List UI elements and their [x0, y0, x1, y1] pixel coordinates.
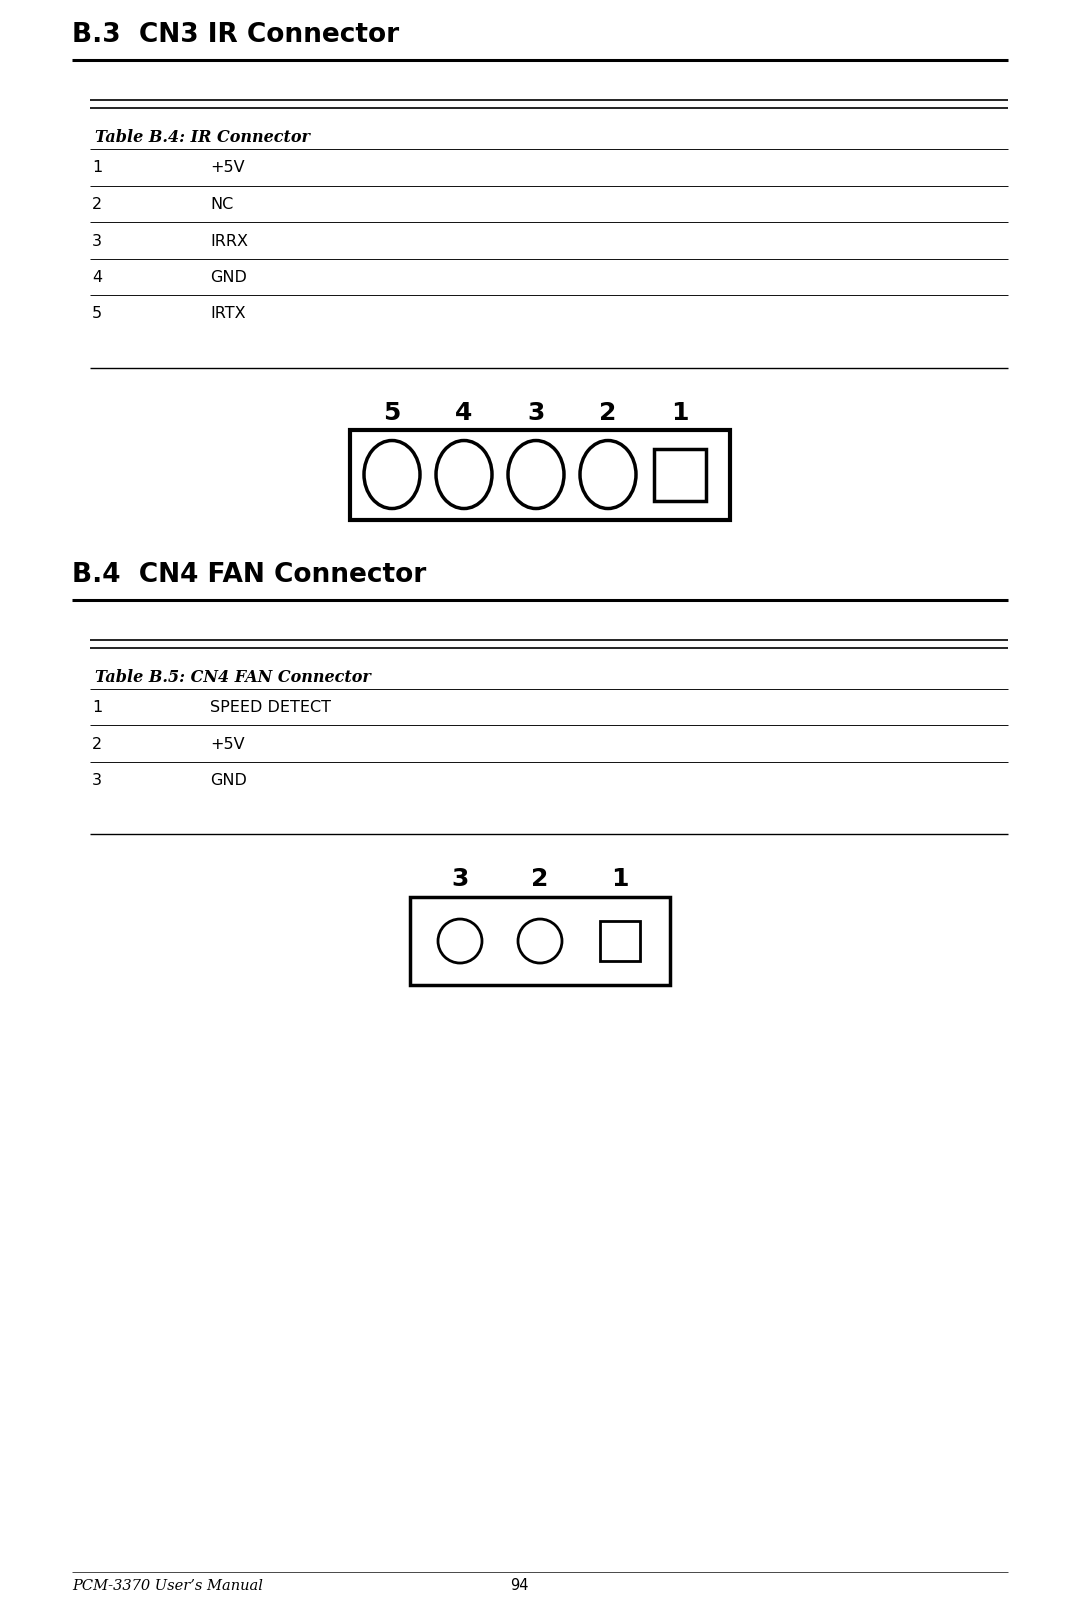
Text: 3: 3 [92, 774, 102, 788]
Bar [654, 449, 706, 501]
Bar [600, 921, 639, 960]
Bar [350, 430, 730, 519]
Text: 4: 4 [92, 269, 103, 285]
Text: 4: 4 [456, 401, 473, 425]
Text: 2: 2 [92, 736, 103, 751]
Text: IRTX: IRTX [210, 307, 245, 321]
Ellipse shape [438, 920, 482, 963]
Text: Table B.4: IR Connector: Table B.4: IR Connector [95, 130, 310, 146]
Text: 2: 2 [92, 196, 103, 212]
Text: B.3  CN3 IR Connector: B.3 CN3 IR Connector [72, 23, 400, 49]
Ellipse shape [580, 441, 636, 509]
Text: 94: 94 [510, 1578, 528, 1593]
Ellipse shape [518, 920, 562, 963]
Ellipse shape [436, 441, 492, 509]
Text: 3: 3 [527, 401, 544, 425]
Text: 1: 1 [92, 161, 103, 175]
Text: NC: NC [210, 196, 233, 212]
Text: IRRX: IRRX [210, 234, 248, 248]
Text: 3: 3 [451, 868, 469, 890]
Text: +5V: +5V [210, 736, 245, 751]
Text: SPEED DETECT: SPEED DETECT [210, 701, 330, 715]
Text: 5: 5 [383, 401, 401, 425]
Text: 1: 1 [672, 401, 689, 425]
Ellipse shape [508, 441, 564, 509]
Text: 1: 1 [92, 701, 103, 715]
Text: 2: 2 [599, 401, 617, 425]
Text: 1: 1 [611, 868, 629, 890]
Text: GND: GND [210, 269, 247, 285]
Text: 5: 5 [92, 307, 103, 321]
Ellipse shape [364, 441, 420, 509]
Text: B.4  CN4 FAN Connector: B.4 CN4 FAN Connector [72, 561, 427, 587]
Text: 2: 2 [531, 868, 549, 890]
Text: 3: 3 [92, 234, 102, 248]
Text: +5V: +5V [210, 161, 245, 175]
Text: PCM-3370 User’s Manual: PCM-3370 User’s Manual [72, 1578, 262, 1593]
Text: GND: GND [210, 774, 247, 788]
Bar [410, 897, 670, 985]
Text: Table B.5: CN4 FAN Connector: Table B.5: CN4 FAN Connector [95, 668, 370, 686]
